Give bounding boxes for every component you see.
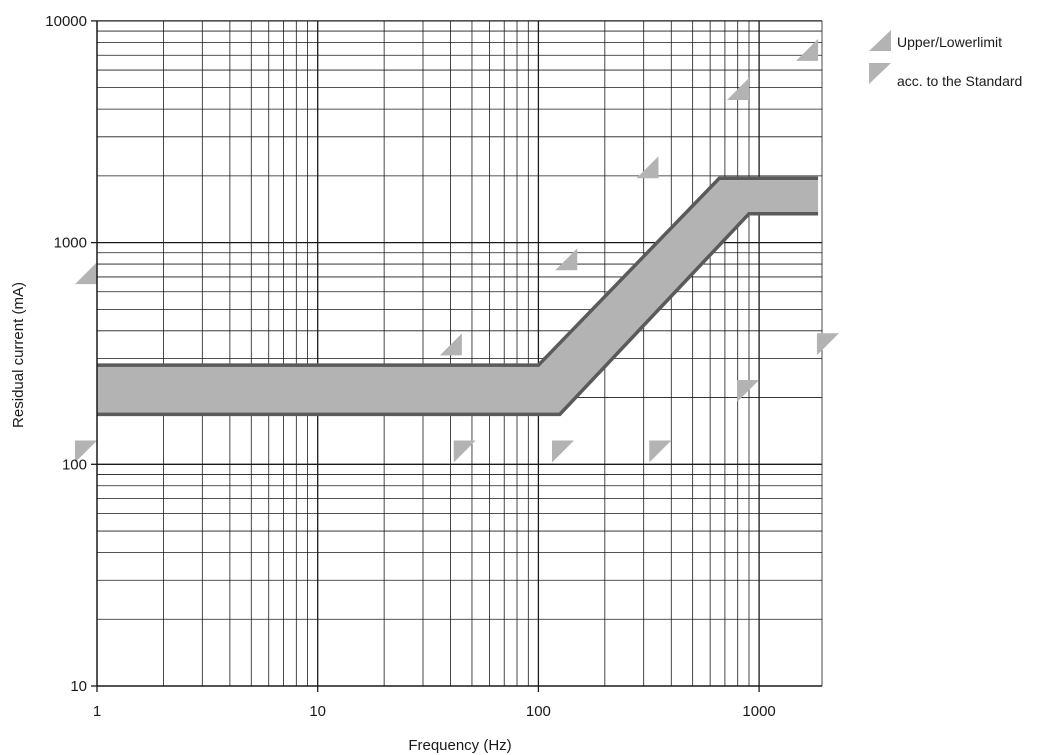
x-axis-title: Frequency (Hz) [408,737,511,754]
legend-lower-limit-triangle-icon [869,63,891,84]
upper-limit-marker [75,262,97,285]
legend-upper-limit-triangle-icon [869,30,891,51]
band-lower-line [97,211,819,417]
upper-limit-marker [727,77,750,100]
lower-limit-marker [737,380,760,403]
lower-limit-marker [75,440,97,463]
x-tick-label: 10 [309,703,326,720]
upper-limit-marker [796,38,819,61]
x-tick-label: 1000 [742,703,775,720]
axes: 1 10 100 1000 10 100 1000 10000 [45,13,822,720]
limit-markers [75,38,839,463]
x-tick-label: 100 [526,703,551,720]
band-layer [97,176,819,417]
y-tick-label: 10000 [45,13,87,30]
upper-limit-marker [439,333,462,356]
legend-label-standard: acc. to the Standard [897,73,1022,89]
band-upper-line [97,176,819,367]
upper-limit-marker [555,248,578,271]
y-tick-label: 1000 [54,235,87,252]
tolerance-band [97,178,819,415]
lower-limit-marker [453,440,476,463]
lower-limit-marker [552,440,575,463]
legend-label-upper-limit: Upper/Lowerlimit [897,34,1002,50]
lower-limit-marker [816,333,839,356]
legend: Upper/Lowerlimit acc. to the Standard [869,30,1022,89]
y-tick-label: 10 [70,678,87,695]
x-tick-label: 1 [93,703,101,720]
y-tick-label: 100 [62,456,87,473]
y-axis-title: Residual current (mA) [10,282,27,428]
lower-limit-marker [649,440,672,463]
upper-limit-marker [636,156,659,179]
